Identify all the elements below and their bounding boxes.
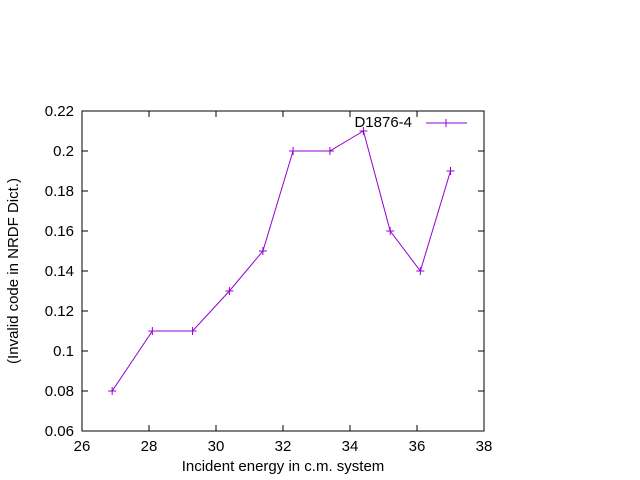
data-point	[446, 167, 455, 175]
data-point	[359, 127, 368, 135]
y-tick-label: 0.14	[45, 263, 74, 280]
data-point	[258, 247, 267, 255]
y-tick-label: 0.16	[45, 223, 74, 240]
data-point	[225, 287, 234, 295]
data-point	[325, 147, 334, 155]
y-tick-label: 0.18	[45, 183, 74, 200]
series-layer	[108, 127, 455, 395]
x-tick-label: 34	[342, 438, 359, 455]
y-tick-label: 0.22	[45, 103, 74, 120]
data-point	[188, 327, 197, 335]
legend-marker	[442, 119, 450, 127]
legend-label: D1876-4	[354, 114, 412, 131]
x-axis: 26 28 30 32 34 36 38	[74, 111, 493, 455]
data-point	[416, 267, 425, 275]
data-point	[289, 147, 298, 155]
x-tick-label: 30	[208, 438, 225, 455]
x-tick-label: 36	[409, 438, 426, 455]
series-line	[111, 130, 451, 392]
y-tick-label: 0.2	[53, 143, 74, 160]
y-tick-label: 0.12	[45, 303, 74, 320]
y-tick-label: 0.08	[45, 383, 74, 400]
data-point	[386, 227, 395, 235]
x-axis-label: Incident energy in c.m. system	[182, 458, 385, 475]
data-point	[148, 327, 157, 335]
y-tick-label: 0.06	[45, 423, 74, 440]
y-axis: 0.06 0.08 0.1 0.12 0.14 0.16 0.18 0.2 0.22	[45, 103, 484, 440]
data-point	[108, 387, 117, 395]
x-tick-label: 32	[275, 438, 292, 455]
y-axis-label: (Invalid code in NRDF Dict.)	[5, 178, 22, 364]
x-tick-label: 28	[141, 438, 158, 455]
x-tick-label: 38	[476, 438, 493, 455]
y-tick-label: 0.1	[53, 343, 74, 360]
legend: D1876-4	[354, 114, 467, 131]
x-tick-label: 26	[74, 438, 91, 455]
